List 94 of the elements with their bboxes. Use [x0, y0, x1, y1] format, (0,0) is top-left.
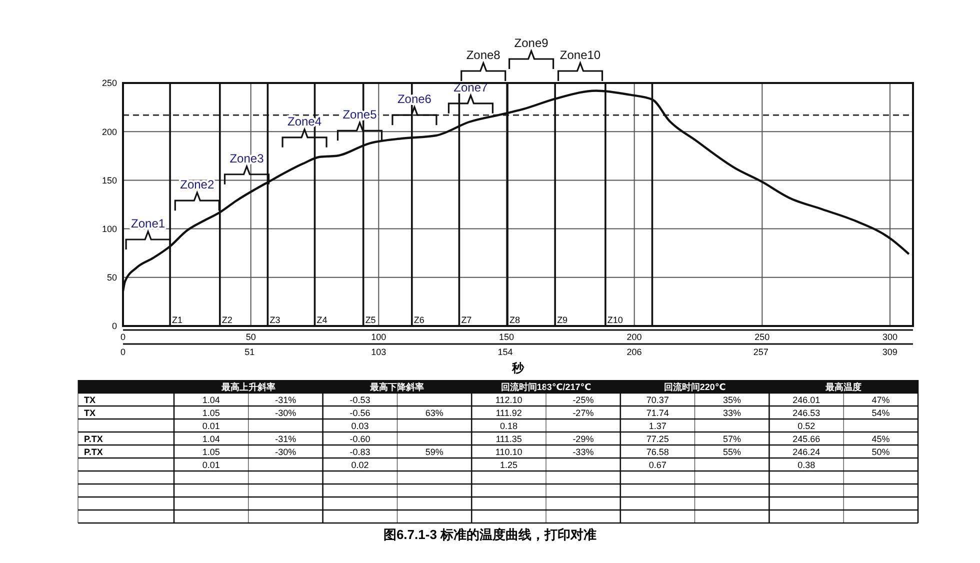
- ref-line-label: Z7: [461, 315, 472, 325]
- y-tick-label: 200: [102, 126, 117, 137]
- x2-tick-label: 257: [753, 347, 768, 357]
- category-label: 回流时间183℃/217℃: [500, 382, 592, 392]
- text: 1.05: [202, 447, 220, 457]
- text: TX: [84, 395, 96, 405]
- x-tick-label: 100: [371, 332, 386, 342]
- ref-line-label: Z1: [172, 315, 183, 325]
- text: 1.04: [202, 434, 220, 444]
- annotation: Zone1: [131, 216, 166, 230]
- text: 0.01: [202, 421, 220, 431]
- text: -27%: [572, 408, 594, 418]
- x-tick-label: 300: [882, 332, 898, 342]
- text: TX: [84, 408, 96, 418]
- text: 1.25: [500, 460, 518, 470]
- text: 0.03: [351, 421, 369, 431]
- ref-line-label: Z3: [270, 315, 280, 325]
- x2-tick-label: 309: [882, 347, 898, 357]
- text: 1.37: [648, 421, 666, 431]
- text: 110.10: [495, 447, 522, 457]
- category-label: 最高温度: [824, 382, 862, 392]
- x-tick-label: 0: [120, 332, 126, 342]
- text: 1.04: [202, 395, 220, 405]
- text: 112.10: [495, 395, 522, 405]
- text: Zone9: [514, 36, 549, 50]
- text: -0.56: [350, 408, 370, 418]
- ref-line-label: Z5: [365, 315, 376, 325]
- x2-tick-label: 51: [244, 347, 255, 357]
- y-tick-label: 0: [112, 321, 117, 332]
- text: 45%: [872, 434, 890, 444]
- text: -0.83: [350, 447, 370, 457]
- category-label: 最高下降斜率: [369, 382, 424, 392]
- text: 246.53: [792, 408, 820, 418]
- text: 59%: [425, 447, 444, 457]
- text: 63%: [425, 408, 444, 418]
- x-tick-label: 150: [498, 332, 514, 342]
- text: 55%: [722, 447, 742, 457]
- ref-line-label: Z6: [414, 315, 424, 325]
- x-tick-label: 50: [246, 332, 256, 342]
- text: 0.67: [648, 460, 666, 470]
- y-tick-label: 100: [102, 224, 117, 234]
- category-label: 最高上升斜率: [220, 382, 276, 392]
- text: -0.53: [350, 395, 370, 405]
- text: 246.24: [792, 447, 820, 457]
- ref-line-label: Z4: [316, 315, 328, 325]
- x2-tick-label: 154: [498, 347, 513, 357]
- text: 图6.7.1-3 标准的温度曲线，打印对准: [383, 527, 597, 542]
- text: 47%: [872, 395, 890, 405]
- ref-line-label: Z8: [510, 315, 520, 325]
- x-axis-title: 秒: [511, 361, 525, 375]
- text: 246.01: [792, 395, 820, 405]
- text: -0.60: [350, 434, 370, 444]
- text: -31%: [275, 434, 296, 444]
- text: -29%: [572, 434, 594, 444]
- text: Zone8: [466, 48, 501, 62]
- text: 111.92: [496, 408, 522, 418]
- x-tick-label: 250: [754, 332, 770, 342]
- text: -30%: [275, 408, 296, 418]
- text: 77.25: [646, 434, 669, 444]
- text: 245.66: [792, 434, 820, 444]
- text: 0.18: [500, 421, 518, 431]
- x-tick-label: 200: [626, 332, 642, 342]
- x2-tick-label: 0: [120, 347, 126, 357]
- ref-line-label: Z9: [557, 315, 568, 325]
- y-tick-label: 50: [106, 272, 117, 283]
- text: 1.05: [202, 408, 220, 418]
- text: P.TX: [84, 434, 103, 444]
- y-tick-label: 150: [102, 175, 117, 186]
- ref-line-label: Z2: [222, 315, 232, 325]
- text: 54%: [872, 408, 890, 418]
- text: 33%: [722, 408, 742, 418]
- annotation: Zone2: [180, 178, 214, 192]
- text: 0.52: [798, 421, 816, 431]
- text: 70.37: [646, 395, 669, 405]
- x2-tick-label: 206: [626, 347, 642, 357]
- text: 71.74: [646, 408, 669, 418]
- x2-tick-label: 103: [371, 347, 386, 357]
- y-tick-label: 250: [102, 78, 117, 88]
- text: 0.02: [351, 460, 369, 470]
- text: -33%: [572, 447, 594, 457]
- category-label: 回流时间220℃: [664, 382, 726, 392]
- text: 0.01: [202, 460, 220, 470]
- text: P.TX: [84, 447, 103, 457]
- text: 76.58: [646, 447, 669, 457]
- text: 35%: [722, 395, 742, 405]
- text: -30%: [275, 447, 296, 457]
- text: 111.35: [496, 434, 522, 444]
- text: 0.38: [798, 460, 816, 470]
- text: -31%: [275, 395, 296, 405]
- text: -25%: [572, 395, 594, 405]
- text: 57%: [722, 434, 742, 444]
- text: 50%: [872, 447, 890, 457]
- text: Zone10: [560, 48, 601, 62]
- ref-line-label: Z10: [607, 315, 623, 325]
